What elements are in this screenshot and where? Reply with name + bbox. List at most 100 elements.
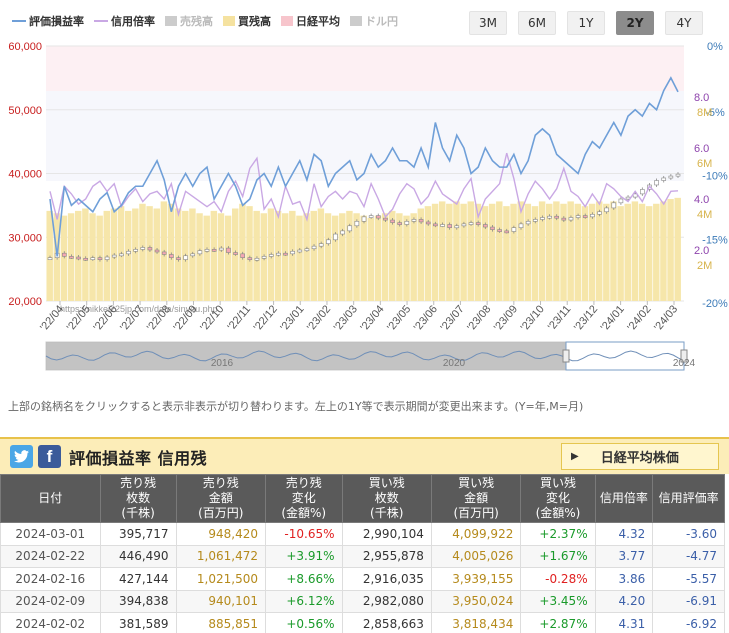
long-balance-bar	[424, 206, 432, 301]
long-balance-bar	[610, 201, 617, 301]
nikkei-candle	[418, 219, 424, 223]
nikkei-candle	[283, 252, 288, 256]
twitter-icon[interactable]	[10, 445, 33, 468]
nikkei-candle	[176, 257, 181, 260]
long-balance-bar	[381, 213, 389, 301]
plot-band-mid	[46, 91, 684, 181]
cell-credit-ratio: 4.32	[594, 522, 654, 546]
cell-credit-eval: -6.91	[652, 589, 725, 613]
long-balance-bar	[153, 208, 160, 301]
nikkei-candle	[497, 229, 502, 232]
navigator-handle-right	[680, 349, 688, 363]
facebook-icon[interactable]: f	[38, 445, 61, 468]
nikkei-candle	[47, 257, 53, 260]
long-balance-bar	[403, 215, 410, 301]
cell-short-shares: 446,490	[99, 544, 177, 568]
cell-short-change: +8.66%	[264, 567, 343, 591]
legend-item-short-balance[interactable]: 売残高	[165, 13, 213, 29]
navigator-series	[45, 350, 685, 362]
nikkei-candle	[504, 230, 510, 234]
nikkei-candle	[468, 222, 474, 225]
twitter-bird-icon	[14, 450, 29, 463]
long-balance-bar	[196, 213, 203, 301]
x-axis-tick: '23/11	[546, 303, 574, 333]
long-balance-bar	[339, 213, 346, 301]
nikkei-candle	[276, 252, 281, 256]
long-balance-bar	[567, 201, 574, 301]
nikkei-candle	[554, 215, 559, 219]
legend-item-long-balance[interactable]: 買残高	[223, 13, 271, 29]
cell-date: 2024-03-01	[0, 522, 101, 546]
right-axis-balance-tick: 4M	[697, 209, 712, 221]
cell-long-shares: 2,955,878	[341, 544, 432, 568]
right-axis-profit-tick: -20%	[702, 298, 728, 310]
long-balance-bar	[653, 203, 660, 301]
nikkei-candle	[661, 177, 667, 181]
column-header-long-change: 買い残 変化 (金額%)	[520, 474, 596, 523]
table-row: 2024-02-16 427,144 1,021,500 +8.66% 2,916,03…	[0, 567, 725, 591]
nikkei-candle	[169, 254, 174, 258]
legend-box-icon	[223, 16, 235, 26]
nikkei-candle	[140, 247, 146, 250]
nikkei-candle	[297, 249, 303, 253]
nikkei-candle	[290, 250, 295, 255]
long-balance-bar	[139, 203, 146, 301]
cell-long-change: +2.87%	[520, 612, 596, 633]
cell-credit-ratio: 3.77	[594, 544, 654, 568]
right-axis-ratio-tick: 6.0	[694, 143, 709, 155]
long-balance-bar	[224, 215, 232, 301]
column-header-short-shares: 売り残 枚数 (千株)	[99, 474, 177, 523]
nikkei-candle	[204, 249, 210, 252]
range-4y-button[interactable]: 4Y	[665, 11, 703, 35]
nikkei-candle	[454, 225, 460, 229]
nikkei-candle	[618, 198, 624, 204]
navigator-year-label: 2016	[211, 358, 234, 369]
nikkei-candle	[397, 222, 402, 225]
long-balance-bar	[581, 206, 589, 301]
nikkei-candle	[490, 226, 495, 230]
legend-item-usdjpy[interactable]: ドル円	[350, 13, 398, 29]
nikkei-candle	[126, 250, 131, 255]
cell-credit-ratio: 4.31	[594, 612, 654, 633]
cell-credit-eval: -4.77	[652, 544, 725, 568]
long-balance-bar	[617, 206, 624, 301]
range-2y-button[interactable]: 2Y	[616, 11, 654, 35]
legend-item-nikkei[interactable]: 日経平均	[281, 13, 340, 29]
cell-short-change: -10.65%	[264, 522, 343, 546]
legend-item-profit-rate[interactable]: 評価損益率	[12, 13, 84, 29]
nikkei-candle	[97, 257, 103, 260]
nikkei-button-label: 日経平均株価	[600, 451, 679, 466]
column-header-long-shares: 買い残 枚数 (千株)	[341, 474, 432, 523]
cell-long-shares: 2,858,663	[341, 612, 432, 633]
long-balance-bar	[595, 201, 603, 301]
share-icons: f	[10, 445, 61, 468]
left-axis-tick: 20,000	[8, 296, 42, 308]
long-balance-bar	[296, 215, 303, 301]
cell-short-change: +0.56%	[264, 612, 343, 633]
nikkei-candle	[425, 221, 431, 225]
long-balance-bar	[574, 203, 582, 301]
long-balance-bar	[531, 206, 539, 301]
nikkei-candle	[518, 223, 524, 228]
nikkei-candle	[461, 223, 467, 227]
cell-long-amount: 4,005,026	[430, 544, 522, 568]
nikkei-average-button[interactable]: ▶ 日経平均株価	[561, 443, 719, 470]
cell-credit-ratio: 4.20	[594, 589, 654, 613]
nikkei-candle	[183, 255, 188, 260]
nikkei-candle	[311, 245, 317, 250]
x-axis-tick: '23/10	[519, 303, 547, 333]
range-1y-button[interactable]: 1Y	[567, 11, 605, 35]
cell-long-amount: 3,939,155	[430, 567, 522, 591]
long-balance-bar	[317, 208, 325, 301]
long-balance-bar	[481, 206, 489, 301]
long-balance-bar	[638, 203, 646, 301]
long-balance-bar	[82, 208, 89, 301]
legend-item-credit-ratio[interactable]: 信用倍率	[94, 13, 155, 29]
legend-label: ドル円	[365, 15, 398, 28]
range-6m-button[interactable]: 6M	[518, 11, 556, 35]
nikkei-candle	[147, 247, 153, 251]
nikkei-candle	[668, 175, 674, 179]
long-balance-bar	[631, 201, 639, 301]
range-3m-button[interactable]: 3M	[469, 11, 507, 35]
nikkei-candle	[104, 256, 110, 260]
